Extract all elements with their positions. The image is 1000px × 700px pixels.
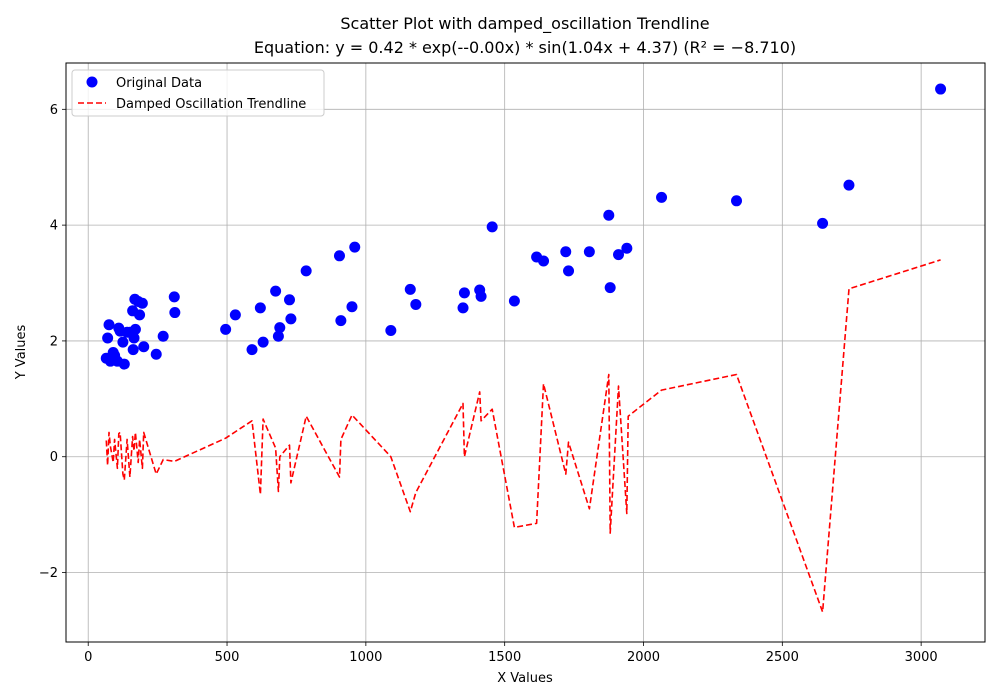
data-point xyxy=(157,330,169,342)
data-point xyxy=(621,242,633,254)
trendline-layer xyxy=(105,259,941,613)
data-point xyxy=(538,255,550,267)
legend-label-trendline: Damped Oscillation Trendline xyxy=(116,97,306,112)
data-point xyxy=(129,323,141,335)
grid-lines xyxy=(66,63,985,642)
data-point xyxy=(134,309,146,321)
chart-subtitle: Equation: y = 0.42 * exp(--0.00x) * sin(… xyxy=(254,38,796,57)
x-tick-label: 3000 xyxy=(905,650,938,665)
data-point xyxy=(246,344,258,356)
legend-box xyxy=(71,69,325,117)
legend-marker-original-data xyxy=(86,76,98,88)
legend-label-original-data: Original Data xyxy=(116,76,202,91)
data-point xyxy=(346,301,358,313)
data-point xyxy=(457,302,469,314)
y-tick-label: 2 xyxy=(50,334,58,349)
y-axis-ticks: −2 0 2 4 6 xyxy=(39,103,66,581)
data-point xyxy=(604,282,616,294)
y-tick-label: 0 xyxy=(50,450,58,465)
x-tick-label: 1000 xyxy=(349,650,382,665)
y-tick-label: 6 xyxy=(50,103,58,118)
data-point xyxy=(935,83,947,95)
data-point xyxy=(272,330,284,342)
data-point xyxy=(333,250,345,262)
data-point xyxy=(220,323,232,335)
data-point xyxy=(404,283,416,295)
data-point xyxy=(117,336,129,348)
data-point xyxy=(102,332,114,344)
y-tick-label: 4 xyxy=(50,219,58,234)
data-point xyxy=(410,298,422,310)
data-point xyxy=(656,191,668,203)
data-point xyxy=(270,285,282,297)
data-point xyxy=(257,336,269,348)
data-point xyxy=(118,358,130,370)
data-point xyxy=(285,313,297,325)
data-point xyxy=(136,297,148,309)
y-tick-label: −2 xyxy=(39,566,58,581)
data-point xyxy=(128,332,140,344)
plot-area-frame xyxy=(65,62,986,643)
data-point xyxy=(843,179,855,191)
data-point xyxy=(274,322,286,334)
data-point xyxy=(300,265,312,277)
data-point xyxy=(560,246,572,258)
data-point xyxy=(349,241,361,253)
x-tick-label: 0 xyxy=(84,650,92,665)
x-tick-label: 2000 xyxy=(627,650,660,665)
x-tick-label: 500 xyxy=(215,650,240,665)
data-point xyxy=(229,309,241,321)
data-point xyxy=(254,302,266,314)
data-point xyxy=(168,291,180,303)
data-point xyxy=(385,324,397,336)
data-point xyxy=(127,344,139,356)
data-point xyxy=(613,249,625,261)
x-axis-ticks: 0 500 1000 1500 2000 2500 3000 xyxy=(84,642,938,665)
data-point xyxy=(169,307,181,319)
data-point xyxy=(475,290,487,302)
data-point xyxy=(508,295,520,307)
data-point xyxy=(583,246,595,258)
data-point xyxy=(731,195,743,207)
chart-title: Scatter Plot with damped_oscillation Tre… xyxy=(340,14,709,34)
y-axis-label: Y Values xyxy=(14,325,29,381)
data-point xyxy=(486,221,498,233)
legend: Original Data Damped Oscillation Trendli… xyxy=(71,69,325,117)
data-point xyxy=(335,315,347,327)
data-point xyxy=(817,217,829,229)
data-point xyxy=(563,265,575,277)
data-point xyxy=(103,319,115,331)
data-point xyxy=(150,348,162,360)
x-tick-label: 2500 xyxy=(766,650,799,665)
data-point xyxy=(284,294,296,306)
data-points-layer xyxy=(100,83,947,370)
x-tick-label: 1500 xyxy=(488,650,521,665)
trendline-series xyxy=(105,259,941,613)
data-point xyxy=(603,209,615,221)
data-point xyxy=(138,341,150,353)
data-point xyxy=(458,287,470,299)
x-axis-label: X Values xyxy=(497,671,553,686)
